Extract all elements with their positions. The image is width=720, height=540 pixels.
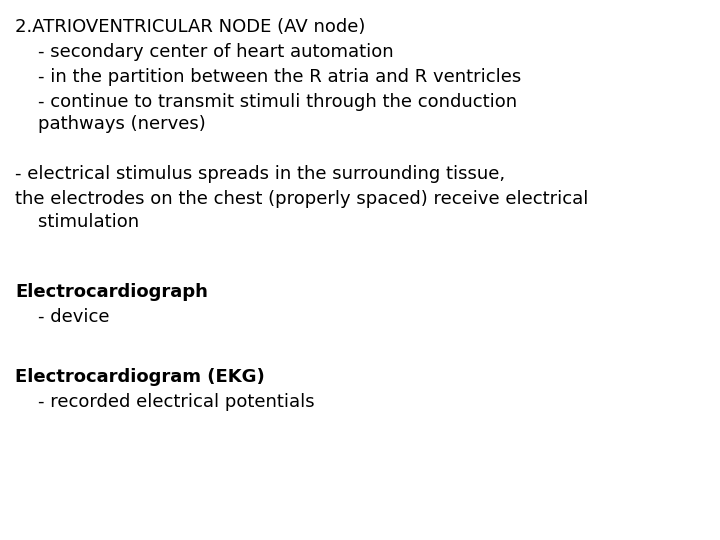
Text: 2.ATRIOVENTRICULAR NODE (AV node): 2.ATRIOVENTRICULAR NODE (AV node) — [15, 18, 365, 36]
Text: - in the partition between the R atria and R ventricles: - in the partition between the R atria a… — [15, 68, 521, 86]
Text: - recorded electrical potentials: - recorded electrical potentials — [15, 393, 315, 411]
Text: stimulation: stimulation — [15, 213, 139, 231]
Text: pathways (nerves): pathways (nerves) — [15, 115, 206, 133]
Text: the electrodes on the chest (properly spaced) receive electrical: the electrodes on the chest (properly sp… — [15, 190, 588, 208]
Text: - electrical stimulus spreads in the surrounding tissue,: - electrical stimulus spreads in the sur… — [15, 165, 505, 183]
Text: - continue to transmit stimuli through the conduction: - continue to transmit stimuli through t… — [15, 93, 517, 111]
Text: - secondary center of heart automation: - secondary center of heart automation — [15, 43, 394, 61]
Text: - device: - device — [15, 308, 109, 326]
Text: Electrocardiograph: Electrocardiograph — [15, 283, 208, 301]
Text: Electrocardiogram (EKG): Electrocardiogram (EKG) — [15, 368, 265, 386]
